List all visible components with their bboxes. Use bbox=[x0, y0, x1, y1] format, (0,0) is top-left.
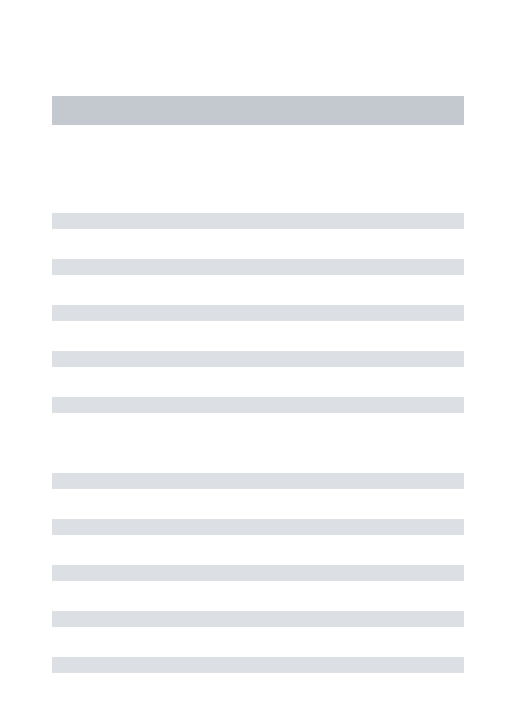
skeleton-line bbox=[52, 351, 464, 367]
skeleton-line bbox=[52, 565, 464, 581]
skeleton-line bbox=[52, 305, 464, 321]
skeleton-line bbox=[52, 397, 464, 413]
skeleton-loader bbox=[0, 0, 516, 673]
skeleton-group-gap bbox=[52, 443, 464, 473]
skeleton-line bbox=[52, 213, 464, 229]
skeleton-line bbox=[52, 259, 464, 275]
skeleton-line bbox=[52, 611, 464, 627]
skeleton-line bbox=[52, 657, 464, 673]
skeleton-line bbox=[52, 473, 464, 489]
skeleton-line bbox=[52, 519, 464, 535]
skeleton-header-bar bbox=[52, 96, 464, 125]
